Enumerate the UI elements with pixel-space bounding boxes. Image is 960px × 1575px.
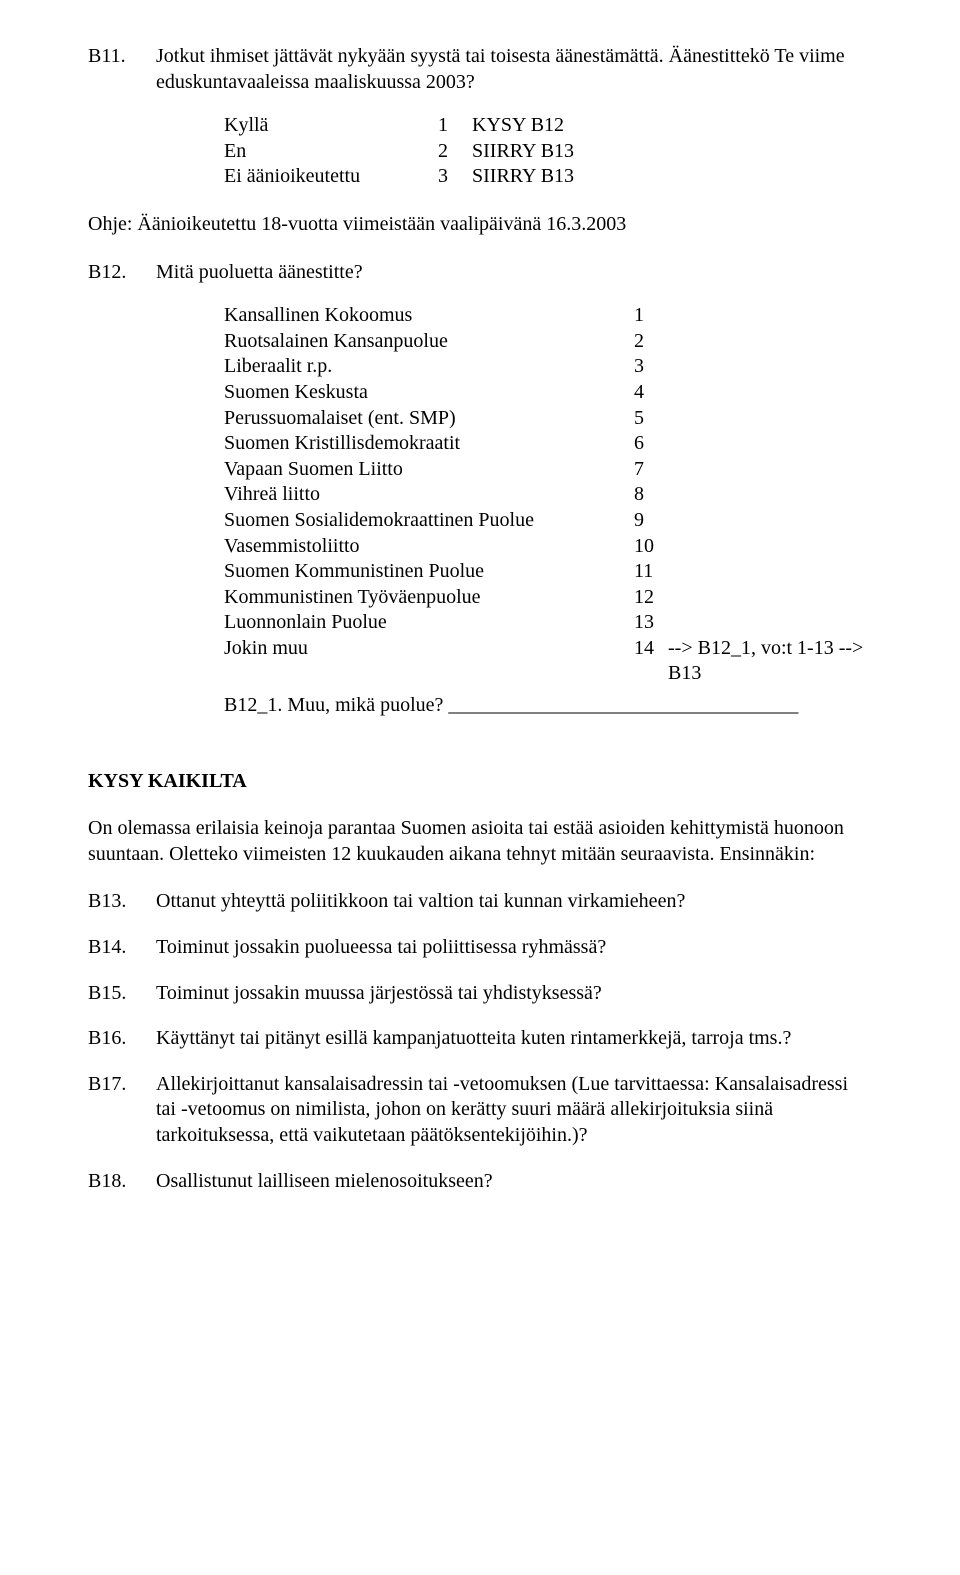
option-value: 3 <box>634 354 668 380</box>
b12-options: Kansallinen Kokoomus 1 Ruotsalainen Kans… <box>224 303 872 719</box>
option-value: 13 <box>634 610 668 636</box>
option-label: Kansallinen Kokoomus <box>224 303 634 329</box>
option-row: Vasemmistoliitto 10 <box>224 534 872 560</box>
option-label: Suomen Keskusta <box>224 380 634 406</box>
option-note <box>668 508 872 534</box>
option-note <box>668 354 872 380</box>
option-value: 4 <box>634 380 668 406</box>
question-b13: B13. Ottanut yhteyttä poliitikkoon tai v… <box>88 889 872 915</box>
question-text: Jotkut ihmiset jättävät nykyään syystä t… <box>156 44 872 95</box>
question-code: B11. <box>88 44 156 95</box>
question-text: Allekirjoittanut kansalaisadressin tai -… <box>156 1072 872 1149</box>
option-label: En <box>224 139 438 165</box>
option-value: 3 <box>438 164 472 190</box>
option-row: Vihreä liitto 8 <box>224 482 872 508</box>
option-note: --> B12_1, vo:t 1-13 --> B13 <box>668 636 872 687</box>
option-label: Vasemmistoliitto <box>224 534 634 560</box>
option-value: 2 <box>438 139 472 165</box>
question-code: B14. <box>88 935 156 961</box>
option-note <box>668 482 872 508</box>
question-code: B17. <box>88 1072 156 1149</box>
option-row: Perussuomalaiset (ent. SMP) 5 <box>224 406 872 432</box>
option-label: Suomen Sosialidemokraattinen Puolue <box>224 508 634 534</box>
question-b14: B14. Toiminut jossakin puolueessa tai po… <box>88 935 872 961</box>
question-b15: B15. Toiminut jossakin muussa järjestöss… <box>88 981 872 1007</box>
option-row: Kansallinen Kokoomus 1 <box>224 303 872 329</box>
option-value: 9 <box>634 508 668 534</box>
question-b16: B16. Käyttänyt tai pitänyt esillä kampan… <box>88 1026 872 1052</box>
option-row: Ei äänioikeutettu 3 SIIRRY B13 <box>224 164 872 190</box>
question-b12: B12. Mitä puoluetta äänestitte? <box>88 260 872 286</box>
option-label: Vihreä liitto <box>224 482 634 508</box>
question-text: Ottanut yhteyttä poliitikkoon tai valtio… <box>156 889 872 915</box>
option-label: Ei äänioikeutettu <box>224 164 438 190</box>
option-label: Liberaalit r.p. <box>224 354 634 380</box>
option-row: Ruotsalainen Kansanpuolue 2 <box>224 329 872 355</box>
option-note <box>668 559 872 585</box>
question-b18: B18. Osallistunut lailliseen mielenosoit… <box>88 1169 872 1195</box>
option-label: Vapaan Suomen Liitto <box>224 457 634 483</box>
option-value: 10 <box>634 534 668 560</box>
question-b17: B17. Allekirjoittanut kansalaisadressin … <box>88 1072 872 1149</box>
option-note <box>668 457 872 483</box>
page: B11. Jotkut ihmiset jättävät nykyään syy… <box>0 0 960 1244</box>
question-text: Osallistunut lailliseen mielenosoituksee… <box>156 1169 872 1195</box>
option-note: SIIRRY B13 <box>472 164 872 190</box>
option-row: Jokin muu 14 --> B12_1, vo:t 1-13 --> B1… <box>224 636 872 687</box>
option-label: Ruotsalainen Kansanpuolue <box>224 329 634 355</box>
option-value: 14 <box>634 636 668 687</box>
option-row: Kommunistinen Työväenpuolue 12 <box>224 585 872 611</box>
question-code: B13. <box>88 889 156 915</box>
option-row: Vapaan Suomen Liitto 7 <box>224 457 872 483</box>
option-label: Kyllä <box>224 113 438 139</box>
b12-sub-question: B12_1. Muu, mikä puolue? _______________… <box>224 693 872 719</box>
question-code: B12. <box>88 260 156 286</box>
option-value: 2 <box>634 329 668 355</box>
question-code: B16. <box>88 1026 156 1052</box>
question-text: Toiminut jossakin muussa järjestössä tai… <box>156 981 872 1007</box>
option-row: Suomen Keskusta 4 <box>224 380 872 406</box>
option-row: En 2 SIIRRY B13 <box>224 139 872 165</box>
option-label: Suomen Kommunistinen Puolue <box>224 559 634 585</box>
option-value: 12 <box>634 585 668 611</box>
option-note <box>668 585 872 611</box>
question-b11: B11. Jotkut ihmiset jättävät nykyään syy… <box>88 44 872 95</box>
option-label: Suomen Kristillisdemokraatit <box>224 431 634 457</box>
intro-paragraph: On olemassa erilaisia keinoja parantaa S… <box>88 816 872 867</box>
option-value: 1 <box>634 303 668 329</box>
question-text: Käyttänyt tai pitänyt esillä kampanjatuo… <box>156 1026 872 1052</box>
option-note <box>668 610 872 636</box>
option-value: 6 <box>634 431 668 457</box>
option-note <box>668 303 872 329</box>
option-note <box>668 534 872 560</box>
question-text: Toiminut jossakin puolueessa tai poliitt… <box>156 935 872 961</box>
option-value: 8 <box>634 482 668 508</box>
option-label: Jokin muu <box>224 636 634 687</box>
option-note: SIIRRY B13 <box>472 139 872 165</box>
option-label: Luonnonlain Puolue <box>224 610 634 636</box>
option-row: Luonnonlain Puolue 13 <box>224 610 872 636</box>
option-label: Perussuomalaiset (ent. SMP) <box>224 406 634 432</box>
option-value: 11 <box>634 559 668 585</box>
option-row: Suomen Kristillisdemokraatit 6 <box>224 431 872 457</box>
option-row: Suomen Kommunistinen Puolue 11 <box>224 559 872 585</box>
option-note: KYSY B12 <box>472 113 872 139</box>
option-row: Kyllä 1 KYSY B12 <box>224 113 872 139</box>
option-value: 1 <box>438 113 472 139</box>
question-code: B15. <box>88 981 156 1007</box>
option-note <box>668 431 872 457</box>
option-value: 7 <box>634 457 668 483</box>
option-row: Suomen Sosialidemokraattinen Puolue 9 <box>224 508 872 534</box>
question-code: B18. <box>88 1169 156 1195</box>
option-note <box>668 406 872 432</box>
option-note <box>668 329 872 355</box>
option-value: 5 <box>634 406 668 432</box>
question-text: Mitä puoluetta äänestitte? <box>156 260 872 286</box>
b11-options: Kyllä 1 KYSY B12 En 2 SIIRRY B13 Ei ääni… <box>224 113 872 190</box>
option-row: Liberaalit r.p. 3 <box>224 354 872 380</box>
option-label: Kommunistinen Työväenpuolue <box>224 585 634 611</box>
section-header-kysy-kaikilta: KYSY KAIKILTA <box>88 769 872 795</box>
option-note <box>668 380 872 406</box>
instruction-ohje: Ohje: Äänioikeutettu 18-vuotta viimeistä… <box>88 212 872 238</box>
